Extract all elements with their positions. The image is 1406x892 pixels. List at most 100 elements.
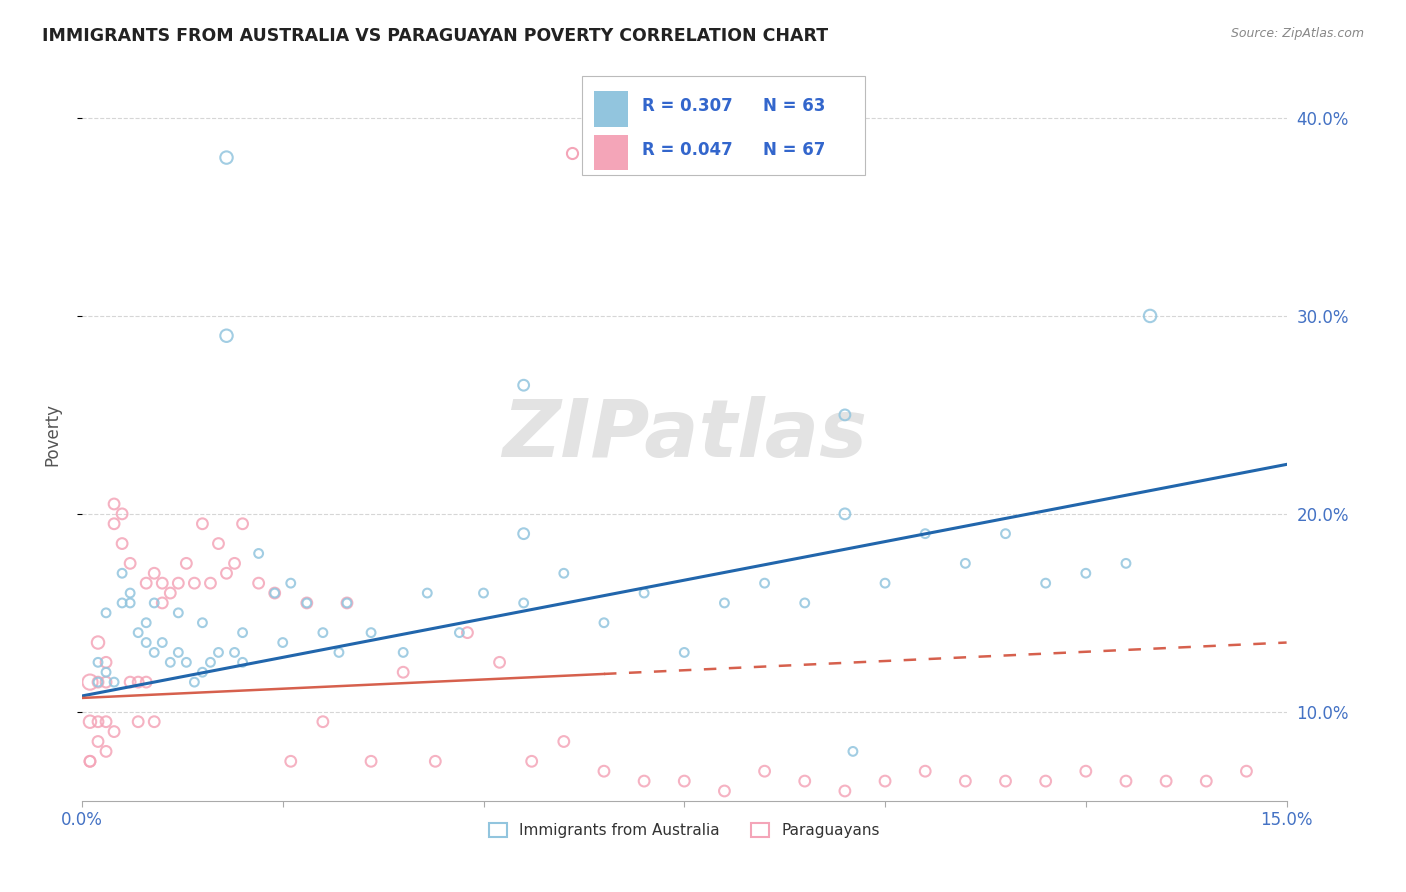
Point <box>224 557 246 571</box>
Point <box>1195 774 1218 789</box>
Point <box>191 615 214 630</box>
Point <box>295 596 318 610</box>
Point <box>87 675 110 690</box>
Point <box>94 665 117 680</box>
Point <box>176 656 198 670</box>
Point <box>593 615 616 630</box>
Point <box>79 754 101 768</box>
Point <box>360 754 382 768</box>
Point <box>793 596 815 610</box>
Point <box>150 576 173 591</box>
Point <box>336 596 359 610</box>
Point <box>312 625 335 640</box>
Point <box>247 546 270 560</box>
Point <box>955 557 977 571</box>
Point <box>94 714 117 729</box>
Point <box>143 645 166 659</box>
FancyBboxPatch shape <box>593 135 627 170</box>
Point <box>914 526 936 541</box>
Point <box>673 645 696 659</box>
Point <box>834 784 856 798</box>
Point <box>143 596 166 610</box>
Point <box>232 516 254 531</box>
Point <box>416 586 439 600</box>
Point <box>295 596 318 610</box>
Point <box>87 675 110 690</box>
Point <box>215 566 238 581</box>
Point <box>1154 774 1177 789</box>
Point <box>94 675 117 690</box>
Point <box>79 754 101 768</box>
Point <box>120 557 142 571</box>
Point <box>633 774 655 789</box>
Point <box>336 596 359 610</box>
Point <box>994 774 1017 789</box>
Point <box>87 734 110 748</box>
Point <box>200 656 222 670</box>
Point <box>215 151 238 165</box>
Point <box>873 774 896 789</box>
Point <box>553 734 575 748</box>
Point <box>449 625 471 640</box>
FancyBboxPatch shape <box>593 92 627 127</box>
Point <box>633 586 655 600</box>
Text: IMMIGRANTS FROM AUSTRALIA VS PARAGUAYAN POVERTY CORRELATION CHART: IMMIGRANTS FROM AUSTRALIA VS PARAGUAYAN … <box>42 27 828 45</box>
Point <box>280 754 302 768</box>
Point <box>1035 774 1057 789</box>
Point <box>111 596 134 610</box>
Point <box>512 596 534 610</box>
Point <box>167 576 190 591</box>
Point <box>224 645 246 659</box>
Point <box>232 656 254 670</box>
Text: ZIPatlas: ZIPatlas <box>502 396 866 474</box>
Point <box>713 784 735 798</box>
Point <box>120 596 142 610</box>
Point <box>176 557 198 571</box>
Point <box>191 516 214 531</box>
Point <box>200 576 222 591</box>
Point <box>392 665 415 680</box>
Point <box>328 645 350 659</box>
Point <box>127 625 149 640</box>
Point <box>120 675 142 690</box>
Point <box>263 586 285 600</box>
Text: R = 0.047: R = 0.047 <box>643 141 733 159</box>
Point <box>512 378 534 392</box>
Point <box>111 566 134 581</box>
Text: N = 63: N = 63 <box>762 97 825 115</box>
Point <box>135 635 157 649</box>
Point <box>127 714 149 729</box>
Point <box>207 536 229 550</box>
Point <box>914 764 936 779</box>
Point <box>94 606 117 620</box>
FancyBboxPatch shape <box>582 76 865 175</box>
Point <box>150 596 173 610</box>
Point <box>873 576 896 591</box>
Point <box>520 754 543 768</box>
Point <box>512 526 534 541</box>
Point <box>143 714 166 729</box>
Point <box>1115 774 1137 789</box>
Point <box>103 497 125 511</box>
Point <box>111 507 134 521</box>
Point <box>392 645 415 659</box>
Point <box>1035 576 1057 591</box>
Point <box>135 615 157 630</box>
Point <box>232 625 254 640</box>
Point <box>1074 566 1097 581</box>
Y-axis label: Poverty: Poverty <box>44 403 60 467</box>
Point <box>955 774 977 789</box>
Point <box>183 675 205 690</box>
Point <box>360 625 382 640</box>
Point <box>263 586 285 600</box>
Point <box>247 576 270 591</box>
Point <box>593 764 616 779</box>
Point <box>488 656 510 670</box>
Point <box>94 744 117 758</box>
Point <box>842 744 865 758</box>
Point <box>834 408 856 422</box>
Point <box>127 675 149 690</box>
Point <box>159 586 181 600</box>
Point <box>280 576 302 591</box>
Point <box>793 774 815 789</box>
